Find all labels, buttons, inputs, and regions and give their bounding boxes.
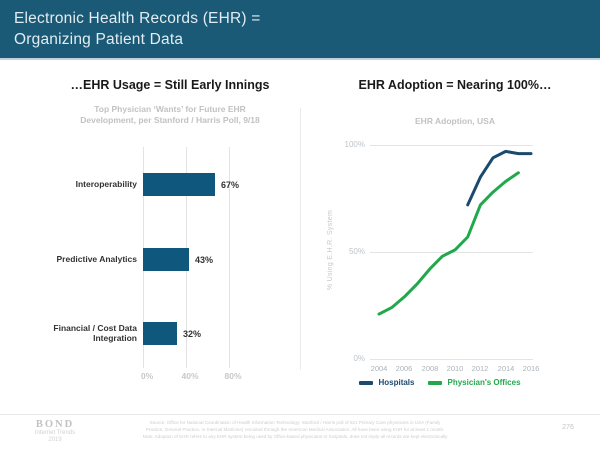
legend-item-hospitals: Hospitals bbox=[359, 378, 414, 387]
line-chart-plot-area: 100% 50% 0% 2004 2006 2008 2010 2012 201… bbox=[325, 135, 555, 395]
bar-value-label: 67% bbox=[221, 179, 240, 190]
bond-logo-text: BOND bbox=[35, 419, 75, 430]
hospitals-swatch bbox=[359, 380, 374, 385]
bar-predictive-analytics bbox=[143, 248, 189, 271]
gridline-0pct bbox=[370, 359, 533, 360]
page-number: 276 bbox=[562, 424, 574, 431]
line-xtick-2008: 2008 bbox=[421, 364, 439, 373]
line-ytick-50: 50% bbox=[348, 247, 365, 256]
source-note: Source: Office for National Coordination… bbox=[142, 420, 448, 439]
legend-label: Physician's Offices bbox=[447, 378, 521, 387]
physicians-offices-line bbox=[377, 171, 520, 316]
chart-legend: Hospitals Physician's Offices bbox=[325, 378, 555, 387]
gridline-100pct bbox=[370, 145, 533, 146]
line-xtick-2006: 2006 bbox=[395, 364, 413, 373]
hospitals-line bbox=[466, 149, 533, 207]
legend-label: Hospitals bbox=[378, 378, 415, 387]
line-chart-subtitle: EHR Adoption, USA bbox=[415, 116, 495, 126]
line-xtick-2012: 2012 bbox=[471, 364, 489, 373]
bar-category-label: Financial / Cost Data Integration bbox=[53, 323, 137, 343]
line-ytick-100: 100% bbox=[344, 140, 365, 149]
bond-logo-year: 2019 bbox=[48, 437, 62, 443]
bar-financial-cost bbox=[143, 322, 177, 345]
bar-row-interoperability: Interoperability 67% bbox=[45, 173, 239, 196]
slide-header: Electronic Health Records (EHR) = Organi… bbox=[0, 0, 600, 60]
bar-chart-subtitle: Top Physician ‘Wants’ for Future EHR Dev… bbox=[80, 104, 260, 125]
slide-title: Electronic Health Records (EHR) = Organi… bbox=[14, 10, 261, 48]
bar-row-predictive-analytics: Predictive Analytics 43% bbox=[45, 248, 213, 271]
bar-category-label: Interoperability bbox=[75, 178, 137, 189]
bond-logo-subtitle: Internet Trends bbox=[34, 430, 76, 436]
line-chart-title: EHR Adoption = Nearing 100%… bbox=[358, 78, 552, 92]
line-xtick-2004: 2004 bbox=[370, 364, 388, 373]
line-ytick-0: 0% bbox=[353, 354, 365, 363]
bar-value-label: 32% bbox=[183, 328, 202, 339]
bond-logo: BOND Internet Trends 2019 bbox=[15, 419, 95, 444]
bar-interoperability bbox=[143, 173, 215, 196]
line-chart-svg bbox=[377, 149, 533, 316]
bar-row-financial-cost: Financial / Cost Data Integration 32% bbox=[45, 322, 201, 345]
bar-xtick-80: 80% bbox=[224, 371, 242, 381]
bar-category-label: Predictive Analytics bbox=[56, 253, 137, 264]
gridline-80pct bbox=[229, 147, 230, 368]
physicians-offices-swatch bbox=[428, 380, 443, 385]
bar-xtick-0: 0% bbox=[140, 371, 154, 381]
line-xtick-2016: 2016 bbox=[522, 364, 540, 373]
bar-chart-title: …EHR Usage = Still Early Innings bbox=[70, 78, 270, 92]
panel-divider bbox=[300, 108, 301, 370]
line-xtick-2010: 2010 bbox=[446, 364, 464, 373]
line-xtick-2014: 2014 bbox=[497, 364, 515, 373]
legend-item-physicians-offices: Physician's Offices bbox=[428, 378, 521, 387]
bar-xtick-40: 40% bbox=[181, 371, 199, 381]
footer-divider bbox=[0, 414, 600, 415]
bar-value-label: 43% bbox=[195, 254, 214, 265]
